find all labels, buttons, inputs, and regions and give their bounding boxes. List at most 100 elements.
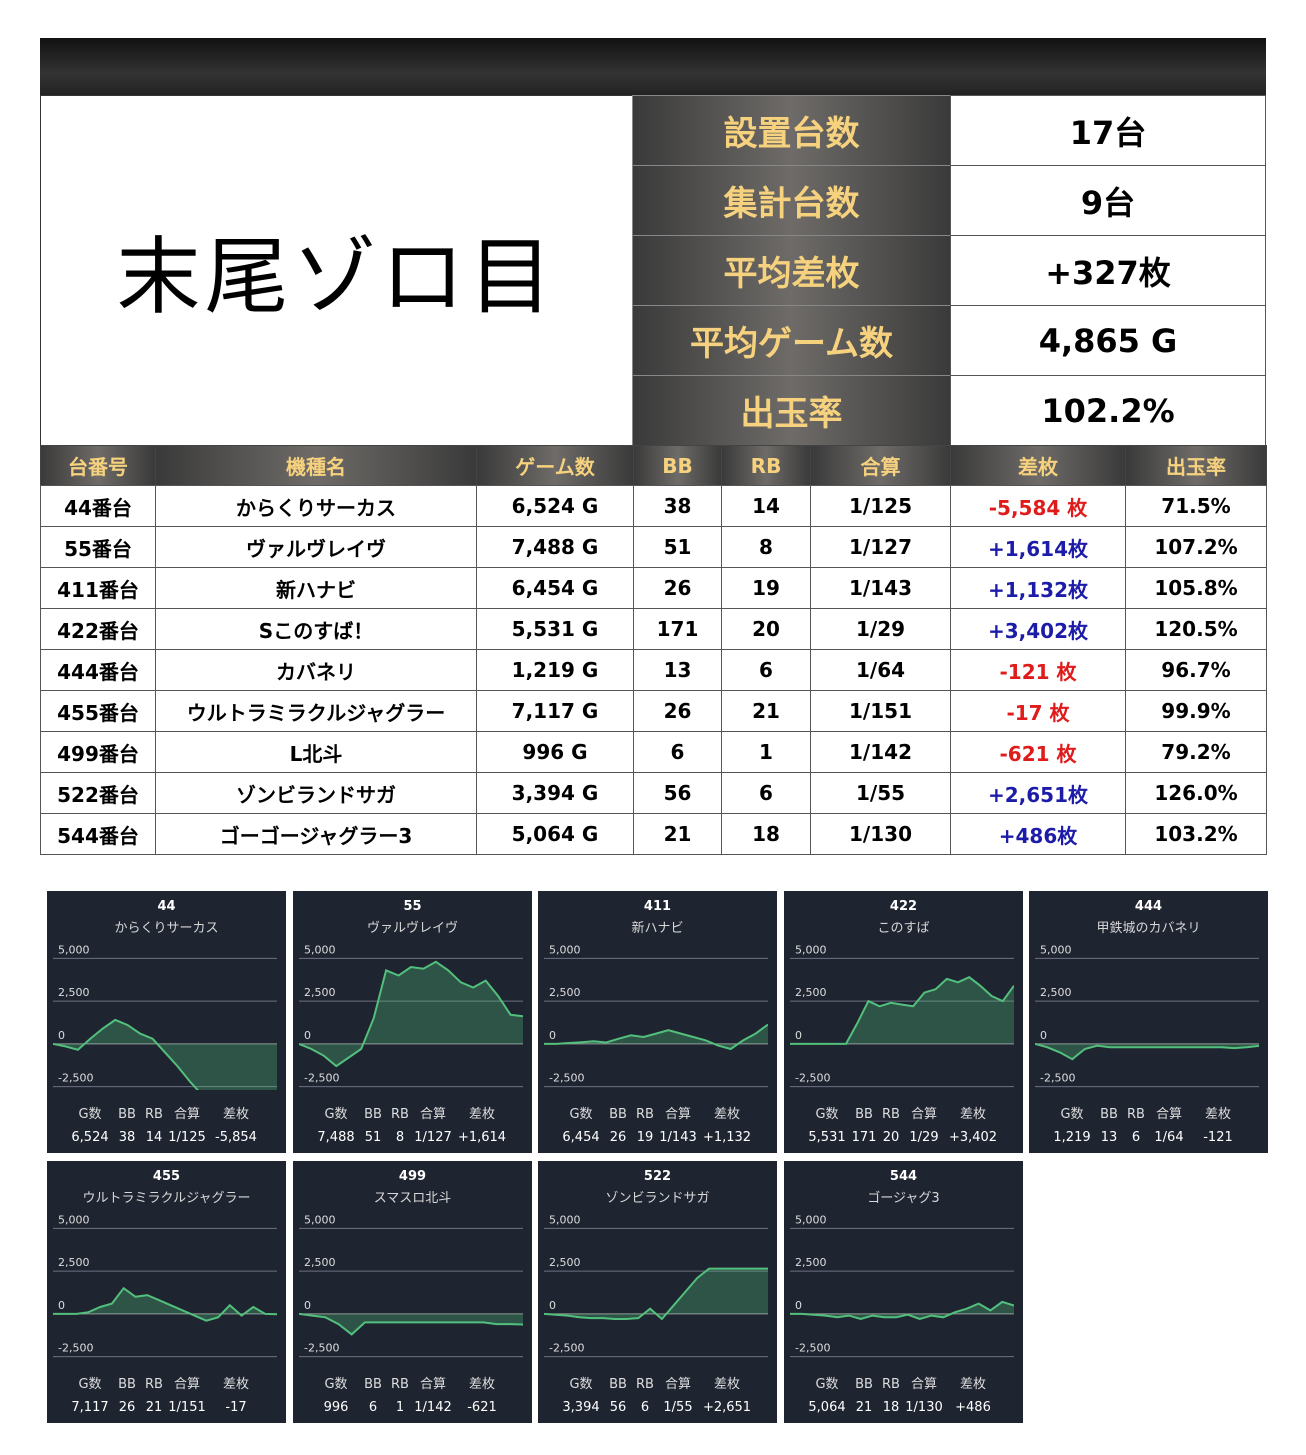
mini-chart: 411 新ハナビ 5,000 2,500 0 -2,500 G数 6,454 BB 26 RB 19 合… <box>538 891 777 1153</box>
stat-value: 38 <box>119 1130 136 1145</box>
y-tick-label: 0 <box>795 1029 802 1042</box>
line <box>298 960 523 1068</box>
stat-value: 18 <box>882 1400 899 1415</box>
table-cell: 105.8% <box>1125 567 1267 609</box>
table-cell: +486枚 <box>950 813 1126 855</box>
stat-header: BB <box>1100 1107 1118 1122</box>
table-cell: 1/55 <box>810 772 951 814</box>
table-cell: ウルトラミラクルジャグラー <box>155 690 477 732</box>
stat-value: 56 <box>610 1400 627 1415</box>
y-tick-label: 0 <box>549 1029 556 1042</box>
y-tick-label: -2,500 <box>58 1342 93 1355</box>
plot <box>544 1023 768 1051</box>
chart-subtitle: 新ハナビ <box>631 920 683 936</box>
summary-value: +327枚 <box>950 235 1266 306</box>
stat-value: 6,454 <box>562 1130 599 1145</box>
line <box>789 1300 1014 1321</box>
area-fill <box>53 1019 277 1090</box>
title-cell: 末尾ゾロ目 <box>40 95 633 446</box>
plot <box>53 1018 277 1090</box>
table-cell: 19 <box>721 567 811 609</box>
stat-header: 合算 <box>910 1107 936 1122</box>
stat-value: 1/142 <box>414 1400 451 1415</box>
y-tick-label: 5,000 <box>549 943 581 956</box>
stat-header: G数 <box>1060 1107 1083 1122</box>
summary-value: 9台 <box>950 165 1266 236</box>
table-cell: 79.2% <box>1125 731 1267 773</box>
table-cell: 26 <box>633 567 722 609</box>
stat-value: 1/125 <box>168 1130 205 1145</box>
table-cell: -17 枚 <box>950 690 1126 732</box>
table-cell: 422番台 <box>40 608 156 650</box>
plot <box>789 1300 1014 1321</box>
y-tick-label: 5,000 <box>795 943 827 956</box>
table-cell: 996 G <box>476 731 634 773</box>
area-fill <box>789 977 1014 1044</box>
table-cell: -5,584 枚 <box>950 485 1126 527</box>
summary-label: 集計台数 <box>632 165 951 236</box>
line <box>298 1312 523 1336</box>
chart-title: 444 <box>1135 899 1162 914</box>
stat-header: 差枚 <box>959 1377 985 1392</box>
table-cell: -121 枚 <box>950 649 1126 691</box>
stat-header: 合算 <box>419 1107 445 1122</box>
stat-value: 6 <box>368 1400 376 1415</box>
table-header: 出玉率 <box>1125 445 1267 486</box>
plot <box>53 1286 277 1322</box>
stat-value: 13 <box>1101 1130 1118 1145</box>
table-cell: 26 <box>633 690 722 732</box>
mini-chart: 455 ウルトラミラクルジャグラー 5,000 2,500 0 -2,500 G数 7,117… <box>47 1161 286 1423</box>
stat-header: 差枚 <box>223 1107 249 1122</box>
chart-title: 499 <box>398 1169 425 1184</box>
chart-title: 522 <box>644 1169 671 1184</box>
stat-value: 5,531 <box>808 1130 845 1145</box>
stat-header: 合算 <box>174 1377 200 1392</box>
plot <box>1035 1042 1259 1061</box>
y-tick-label: 2,500 <box>795 986 827 999</box>
y-tick-label: 0 <box>1040 1029 1047 1042</box>
stat-value: 6 <box>641 1400 649 1415</box>
y-tick-label: 2,500 <box>58 1256 90 1269</box>
summary-value: 17台 <box>950 95 1266 166</box>
table-cell: 3,394 G <box>476 772 634 814</box>
table-cell: 1 <box>721 731 811 773</box>
y-tick-label: 0 <box>549 1299 556 1312</box>
y-tick-label: 5,000 <box>1040 943 1072 956</box>
top-bar <box>40 38 1266 96</box>
stat-value: 20 <box>882 1130 899 1145</box>
summary-label: 出玉率 <box>632 375 951 446</box>
area-fill <box>544 1268 768 1319</box>
table-cell: 522番台 <box>40 772 156 814</box>
chart-subtitle: ゾンビランドサガ <box>605 1191 709 1206</box>
y-tick-label: 5,000 <box>58 1213 90 1226</box>
plot <box>298 960 523 1068</box>
table-cell: 1/151 <box>810 690 951 732</box>
mini-chart: 44 からくりサーカス 5,000 2,500 0 -2,500 G数 6,524 BB 38 RB… <box>47 891 286 1153</box>
chart-subtitle: からくりサーカス <box>114 921 218 936</box>
table-cell: Sこのすば！ <box>155 608 477 650</box>
stat-header: G数 <box>815 1107 838 1122</box>
stat-value: 14 <box>146 1130 163 1145</box>
table-header: ゲーム数 <box>476 445 634 486</box>
table-cell: L北斗 <box>155 731 477 773</box>
table-cell: 18 <box>721 813 811 855</box>
table-cell: 5,064 G <box>476 813 634 855</box>
table-cell: 411番台 <box>40 567 156 609</box>
stat-header: 差枚 <box>714 1377 740 1392</box>
line <box>544 1023 768 1051</box>
table-cell: 171 <box>633 608 722 650</box>
y-tick-label: 2,500 <box>304 1256 336 1269</box>
mini-chart: 499 スマスロ北斗 5,000 2,500 0 -2,500 G数 996 BB 6 RB 1 合算 1… <box>292 1161 532 1423</box>
stat-value: +3,402 <box>948 1130 996 1145</box>
y-tick-label: 0 <box>58 1029 65 1042</box>
y-tick-label: 5,000 <box>549 1213 581 1226</box>
chart-subtitle: スマスロ北斗 <box>373 1191 451 1206</box>
chart-subtitle: ウルトラミラクルジャグラー <box>83 1191 251 1206</box>
stat-value: 5,064 <box>808 1400 845 1415</box>
table-header: 合算 <box>810 445 951 486</box>
stat-header: G数 <box>569 1377 592 1392</box>
stat-value: 1/55 <box>663 1400 692 1415</box>
plot <box>789 976 1014 1045</box>
table-cell: 455番台 <box>40 690 156 732</box>
